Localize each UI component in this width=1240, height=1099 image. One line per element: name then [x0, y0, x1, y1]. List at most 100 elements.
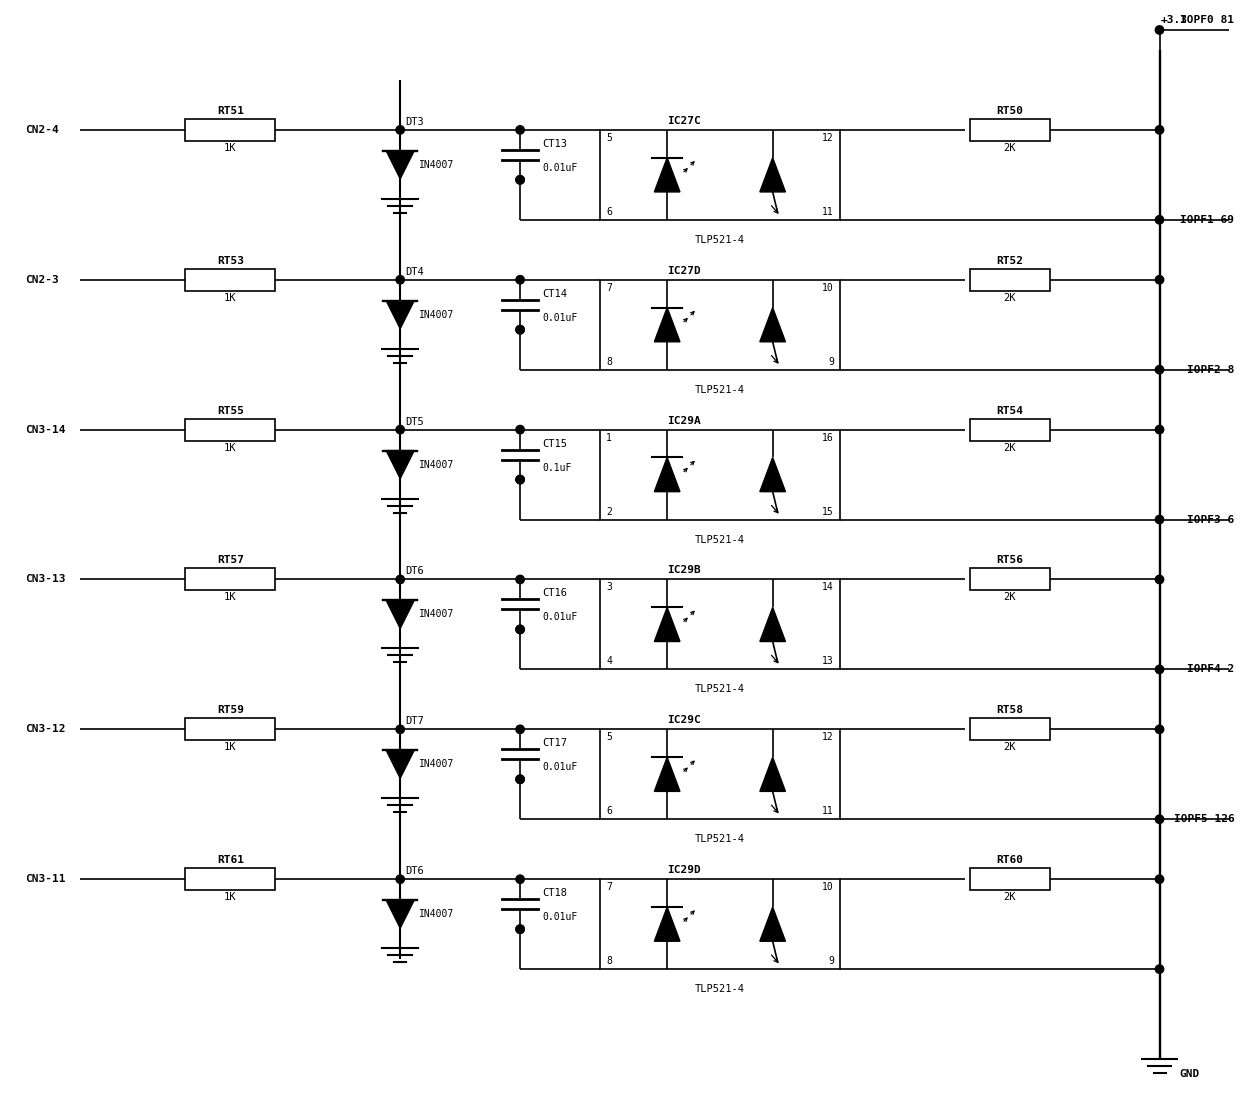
Text: CT14: CT14 — [542, 289, 567, 299]
Bar — [600, 730, 839, 819]
Bar — [970, 419, 1049, 441]
Circle shape — [516, 476, 525, 484]
Bar — [186, 269, 275, 291]
Text: IC29D: IC29D — [667, 865, 701, 875]
Text: 1K: 1K — [224, 592, 237, 602]
Text: CN3-11: CN3-11 — [26, 874, 66, 885]
Polygon shape — [655, 608, 680, 642]
Bar — [186, 419, 275, 441]
Text: 0.01uF: 0.01uF — [542, 163, 578, 173]
Polygon shape — [760, 308, 785, 342]
Text: CT18: CT18 — [542, 888, 567, 898]
Circle shape — [1156, 276, 1163, 284]
Circle shape — [516, 325, 525, 334]
Text: 10: 10 — [822, 282, 833, 292]
Polygon shape — [760, 457, 785, 491]
Polygon shape — [760, 158, 785, 192]
Circle shape — [1156, 575, 1163, 584]
Circle shape — [516, 276, 525, 284]
Circle shape — [1156, 125, 1163, 134]
Text: IC29A: IC29A — [667, 415, 701, 425]
Circle shape — [516, 925, 525, 933]
Text: 1K: 1K — [224, 443, 237, 453]
Text: 3: 3 — [606, 582, 611, 592]
Polygon shape — [760, 757, 785, 791]
Text: 11: 11 — [822, 807, 833, 817]
Text: CN3-13: CN3-13 — [26, 575, 66, 585]
Text: 12: 12 — [822, 732, 833, 742]
Circle shape — [516, 325, 525, 334]
Text: 1K: 1K — [224, 742, 237, 753]
Text: 2K: 2K — [1003, 292, 1016, 302]
Text: 5: 5 — [606, 133, 611, 143]
Text: IOPF4 2: IOPF4 2 — [1187, 665, 1235, 675]
Bar — [970, 269, 1049, 291]
Bar — [600, 579, 839, 669]
Text: IOPF3 6: IOPF3 6 — [1187, 514, 1235, 524]
Text: RT50: RT50 — [996, 106, 1023, 115]
Text: 0.01uF: 0.01uF — [542, 612, 578, 622]
Text: DT4: DT4 — [405, 267, 424, 277]
Text: 15: 15 — [822, 507, 833, 517]
Circle shape — [396, 875, 404, 884]
Text: 2K: 2K — [1003, 742, 1016, 753]
Bar — [970, 868, 1049, 890]
Text: RT51: RT51 — [217, 106, 244, 115]
Circle shape — [396, 575, 404, 584]
Text: IC27D: IC27D — [667, 266, 701, 276]
Text: CN3-14: CN3-14 — [26, 424, 66, 434]
Text: IOPF0 81: IOPF0 81 — [1180, 15, 1235, 25]
Circle shape — [516, 625, 525, 634]
Text: IN4007: IN4007 — [419, 610, 454, 620]
Circle shape — [516, 925, 525, 933]
Text: RT60: RT60 — [996, 855, 1023, 865]
Text: TLP521-4: TLP521-4 — [694, 834, 745, 844]
Text: 0.01uF: 0.01uF — [542, 763, 578, 773]
Text: IC29B: IC29B — [667, 566, 701, 576]
Text: 1K: 1K — [224, 292, 237, 302]
Circle shape — [1156, 665, 1163, 674]
Text: IC27C: IC27C — [667, 115, 701, 126]
Text: 8: 8 — [606, 956, 611, 966]
Text: IN4007: IN4007 — [419, 159, 454, 170]
Text: RT57: RT57 — [217, 555, 244, 566]
Text: IN4007: IN4007 — [419, 909, 454, 919]
Bar — [186, 719, 275, 741]
Text: CN3-12: CN3-12 — [26, 724, 66, 734]
Text: RT56: RT56 — [996, 555, 1023, 566]
Circle shape — [516, 176, 525, 184]
Text: CT17: CT17 — [542, 739, 567, 748]
Text: 16: 16 — [822, 433, 833, 443]
Polygon shape — [386, 301, 414, 329]
Text: IOPF5 126: IOPF5 126 — [1174, 814, 1235, 824]
Text: RT53: RT53 — [217, 256, 244, 266]
Text: 13: 13 — [822, 656, 833, 666]
Bar — [600, 130, 839, 220]
Bar — [600, 430, 839, 520]
Circle shape — [1156, 875, 1163, 884]
Text: IOPF2 8: IOPF2 8 — [1187, 365, 1235, 375]
Circle shape — [1156, 215, 1163, 224]
Circle shape — [516, 575, 525, 584]
Text: 6: 6 — [606, 207, 611, 217]
Text: CT16: CT16 — [542, 588, 567, 599]
Circle shape — [1156, 965, 1163, 974]
Text: 2K: 2K — [1003, 143, 1016, 153]
Text: DT3: DT3 — [405, 116, 424, 126]
Text: 11: 11 — [822, 207, 833, 217]
Circle shape — [516, 775, 525, 784]
Text: RT54: RT54 — [996, 406, 1023, 415]
Polygon shape — [386, 751, 414, 778]
Text: DT7: DT7 — [405, 717, 424, 726]
Bar — [600, 280, 839, 369]
Text: TLP521-4: TLP521-4 — [694, 685, 745, 695]
Polygon shape — [386, 600, 414, 629]
Text: 9: 9 — [828, 956, 833, 966]
Text: +3.3: +3.3 — [1161, 15, 1188, 25]
Polygon shape — [655, 158, 680, 192]
Text: 4: 4 — [606, 656, 611, 666]
Text: 7: 7 — [606, 882, 611, 892]
Polygon shape — [386, 451, 414, 478]
Text: IC29C: IC29C — [667, 715, 701, 725]
Circle shape — [1156, 25, 1163, 34]
